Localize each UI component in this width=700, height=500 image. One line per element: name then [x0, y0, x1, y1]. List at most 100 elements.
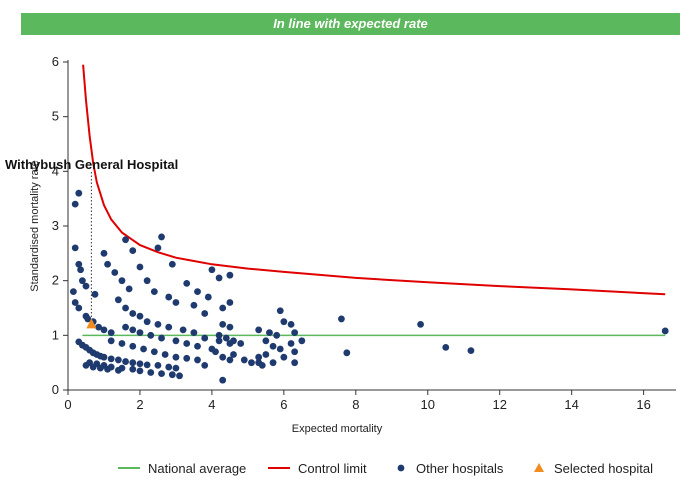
hospital-point: [287, 321, 295, 328]
hospital-point: [183, 340, 191, 347]
hospital-point: [661, 327, 669, 335]
hospital-point: [143, 318, 151, 326]
x-tick-label: 0: [64, 397, 71, 412]
hospital-point: [194, 356, 201, 364]
y-tick-label: 6: [52, 54, 59, 69]
hospital-point: [208, 266, 216, 274]
hospital-point: [147, 369, 155, 376]
hospital-point: [161, 351, 169, 358]
hospital-point: [95, 323, 102, 331]
hospital-point: [122, 358, 129, 365]
hospital-point: [183, 280, 191, 287]
x-tick-label: 16: [636, 397, 650, 412]
x-tick-label: 8: [352, 397, 359, 412]
hospital-point: [201, 334, 209, 342]
hospital-point: [219, 321, 227, 328]
hospital-point: [165, 323, 173, 331]
y-tick-label: 4: [52, 163, 59, 178]
x-tick-label: 6: [280, 397, 287, 412]
hospital-point: [417, 321, 424, 328]
y-tick-label: 0: [52, 382, 59, 397]
hospital-point: [190, 329, 198, 336]
x-axis-title: Expected mortality: [292, 423, 383, 435]
hospital-point: [100, 326, 108, 334]
hospital-point: [111, 269, 119, 276]
hospital-point: [183, 354, 191, 362]
hospital-point: [150, 288, 158, 295]
hospital-point: [154, 321, 162, 328]
hospital-point: [104, 260, 111, 268]
hospital-point: [226, 299, 234, 306]
hospital-point: [266, 329, 273, 336]
hospital-point: [343, 349, 351, 357]
hospital-point: [168, 260, 176, 268]
hospital-point: [276, 345, 284, 353]
hospital-point: [230, 351, 237, 358]
hospital-point: [118, 277, 126, 285]
legend-label: Other hospitals: [416, 461, 504, 476]
hospital-point: [237, 340, 245, 347]
hospital-point: [442, 343, 450, 351]
hospital-point: [129, 247, 137, 255]
hospital-point: [129, 326, 137, 334]
hospital-point: [219, 353, 227, 361]
hospital-point: [467, 347, 475, 355]
hospital-point: [147, 331, 155, 339]
hospital-point: [84, 315, 92, 323]
legend-label: National average: [148, 461, 246, 476]
hospital-point: [291, 329, 299, 336]
hospital-point: [215, 274, 223, 282]
y-tick-label: 3: [52, 218, 59, 233]
hospital-point: [91, 290, 99, 298]
y-tick-label: 5: [52, 109, 59, 124]
hospital-point: [230, 337, 237, 345]
hospital-point: [89, 363, 97, 371]
hospital-point: [287, 340, 295, 347]
hospital-point: [104, 365, 111, 373]
hospital-point: [255, 353, 263, 361]
hospital-point: [136, 329, 144, 336]
hospital-point: [226, 356, 234, 364]
hospital-point: [176, 372, 183, 380]
hospital-point: [129, 342, 137, 350]
hospital-point: [158, 334, 165, 342]
hospital-point: [107, 355, 115, 363]
hospital-point: [158, 370, 165, 377]
hospital-point: [190, 301, 198, 309]
control-limit-curve: [82, 64, 666, 296]
hospital-point: [276, 307, 284, 315]
hospital-point: [226, 271, 234, 279]
status-banner: In line with expected rate: [21, 13, 680, 35]
hospital-point: [96, 364, 104, 372]
legend-swatch: [397, 464, 405, 472]
hospital-point: [298, 337, 306, 345]
hospital-point: [136, 360, 144, 368]
hospital-point: [240, 356, 248, 364]
hospital-point: [215, 331, 223, 339]
y-tick-label: 1: [52, 327, 59, 342]
selected-hospital-label: Withybush General Hospital: [5, 157, 178, 172]
hospital-point: [269, 359, 277, 367]
hospital-point: [262, 337, 270, 345]
hospital-point: [165, 293, 173, 301]
legend-label: Control limit: [298, 461, 367, 476]
hospital-point: [82, 282, 90, 290]
hospital-point: [291, 348, 299, 356]
hospital-point: [165, 363, 173, 371]
hospital-point: [269, 342, 277, 350]
hospital-point: [129, 310, 137, 317]
hospital-point: [280, 353, 288, 361]
hospital-point: [201, 310, 209, 317]
hospital-point: [129, 359, 137, 367]
hospital-point: [222, 334, 230, 342]
hospital-point: [71, 299, 79, 306]
hospital-point: [158, 233, 165, 241]
hospital-point: [194, 288, 201, 295]
legend-swatch: [534, 463, 544, 472]
hospital-point: [136, 263, 144, 271]
hospital-point: [75, 304, 83, 312]
x-tick-label: 10: [421, 397, 435, 412]
hospital-point: [140, 345, 147, 353]
hospital-point: [154, 362, 162, 369]
